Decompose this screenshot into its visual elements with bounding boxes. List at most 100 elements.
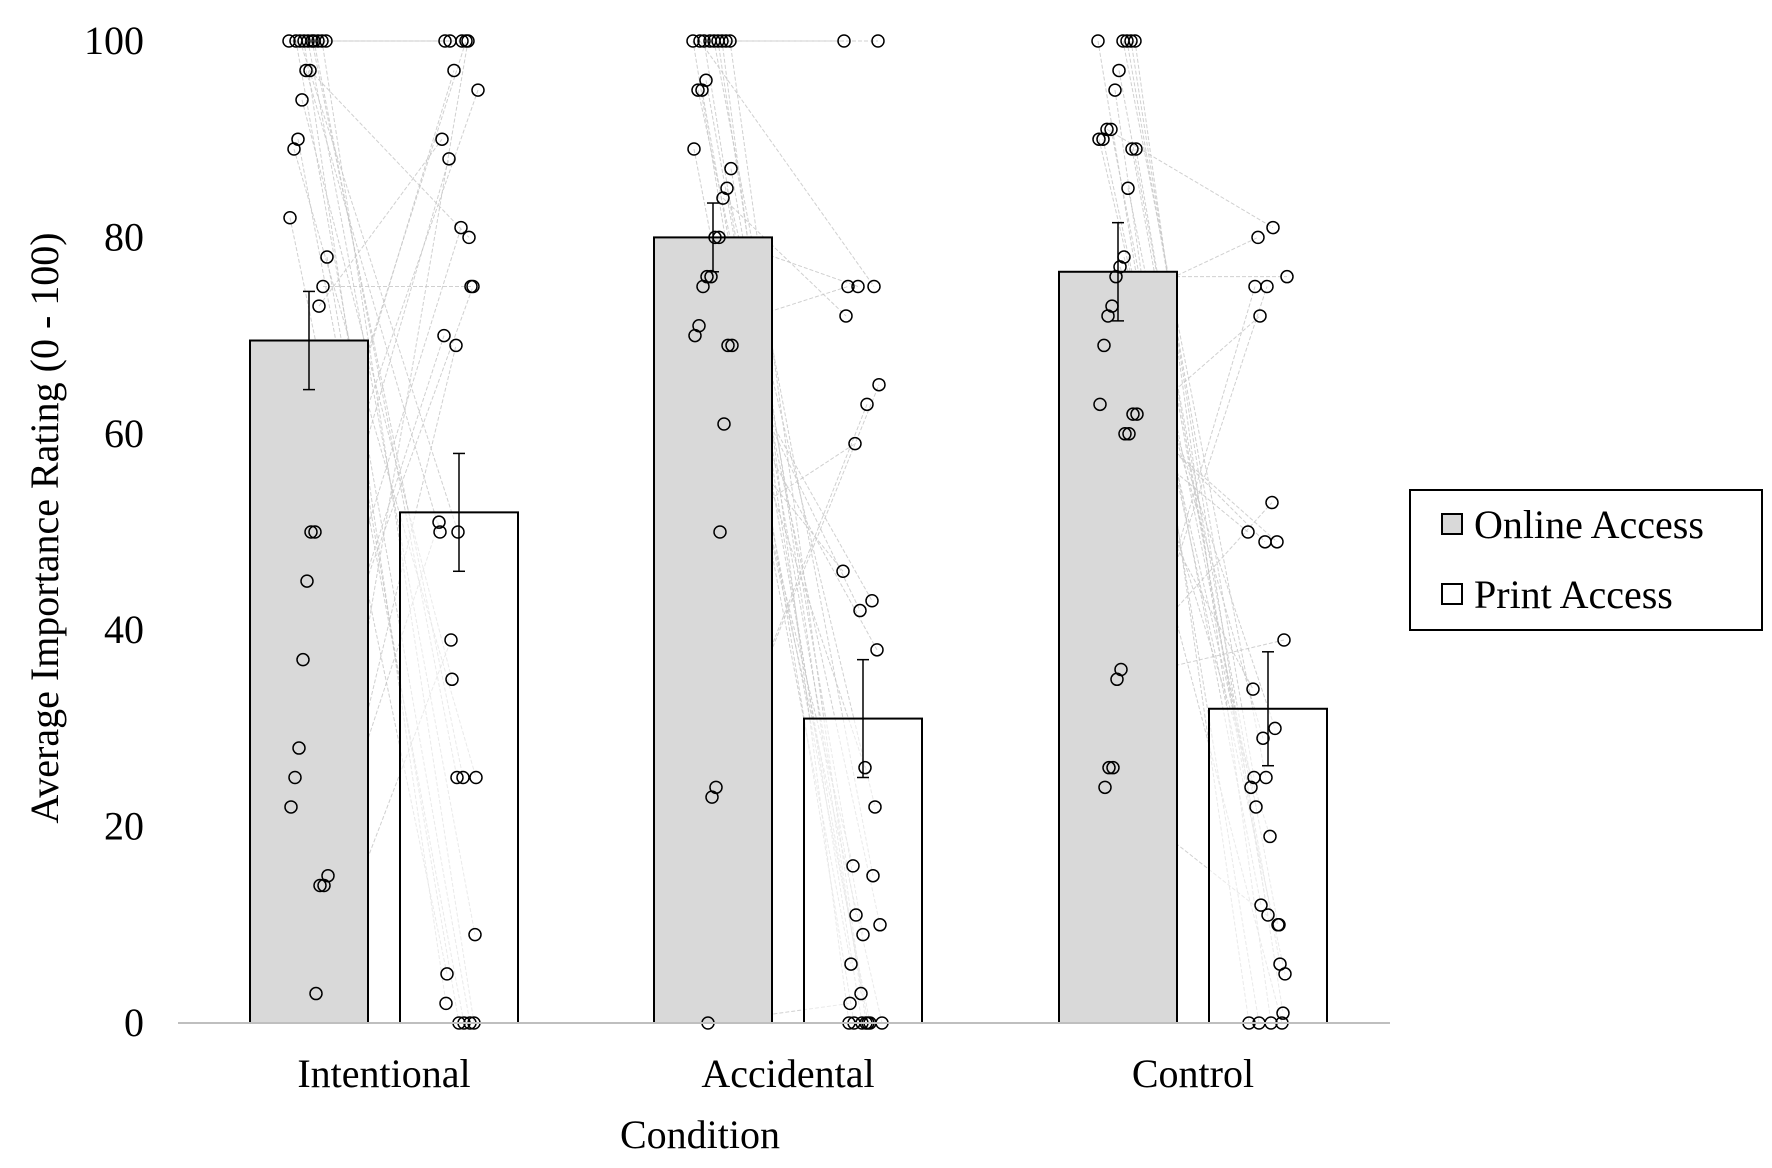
point-print	[866, 868, 880, 883]
point-print	[846, 859, 860, 873]
point-print	[432, 515, 446, 529]
point-print	[848, 436, 862, 451]
point-print	[841, 279, 855, 294]
point-print	[1263, 829, 1277, 844]
point-print	[456, 770, 470, 785]
point-online	[711, 34, 725, 48]
bar-online-intentional	[249, 339, 369, 1024]
point-print	[871, 34, 885, 48]
point-print	[1265, 495, 1279, 510]
point-online	[695, 83, 709, 97]
point-print	[442, 152, 456, 166]
point-online	[1091, 34, 1105, 48]
x-category-label: Control	[1132, 1051, 1254, 1096]
x-category-label: Accidental	[701, 1051, 874, 1096]
point-print	[851, 279, 865, 294]
point-online	[1130, 407, 1144, 421]
pair-line	[705, 80, 857, 916]
point-online	[1121, 181, 1135, 196]
y-tick-label: 60	[104, 411, 144, 456]
point-print	[435, 132, 449, 146]
point-online	[311, 34, 325, 48]
point-online	[292, 741, 306, 755]
point-online	[295, 93, 309, 107]
y-axis-title: Average Importance Rating (0 - 100)	[22, 232, 67, 823]
point-online	[284, 800, 298, 814]
point-online	[1093, 397, 1107, 412]
point-online	[297, 34, 311, 48]
legend-label-print: Print Access	[1474, 572, 1673, 617]
point-print	[1272, 918, 1286, 932]
point-print	[433, 525, 447, 539]
bar-online-control	[1058, 270, 1178, 1024]
point-online	[287, 142, 301, 156]
point-print	[439, 996, 453, 1011]
pair-line	[309, 70, 470, 238]
point-online	[697, 34, 711, 48]
point-print	[873, 918, 887, 932]
point-print	[1280, 269, 1294, 284]
point-print	[449, 338, 463, 353]
point-print	[1246, 682, 1260, 696]
point-print	[468, 927, 482, 942]
legend: Online Access Print Access	[1409, 489, 1763, 631]
point-online	[299, 63, 313, 78]
point-online	[1104, 122, 1118, 137]
point-print	[844, 957, 858, 971]
data-points-layer	[282, 34, 1294, 1030]
point-print	[865, 593, 879, 608]
point-print	[454, 220, 468, 235]
point-print	[856, 927, 870, 942]
point-online	[1120, 34, 1134, 48]
y-tick-label: 0	[124, 1000, 144, 1045]
point-online	[1096, 132, 1110, 146]
point-online	[309, 986, 323, 1001]
point-print	[1260, 279, 1274, 294]
legend-box	[1409, 489, 1763, 631]
point-print	[1249, 800, 1263, 814]
point-online	[1108, 83, 1122, 97]
point-online	[1097, 338, 1111, 353]
point-print	[836, 564, 850, 579]
pair-line	[1116, 639, 1285, 680]
point-print	[849, 908, 863, 922]
point-online	[308, 525, 322, 539]
point-online	[721, 338, 735, 353]
point-print	[445, 672, 459, 687]
pair-line	[1118, 70, 1279, 925]
pair-line	[1123, 256, 1264, 739]
y-tick-label: 100	[84, 18, 144, 63]
point-print	[1253, 309, 1267, 323]
point-online	[696, 279, 710, 294]
pair-line	[299, 40, 459, 533]
pair-line	[722, 197, 847, 317]
point-online	[687, 142, 701, 156]
point-online	[1122, 427, 1136, 441]
point-online	[304, 525, 318, 539]
point-online	[703, 34, 717, 48]
point-online	[712, 230, 726, 245]
legend-swatch-print	[1441, 583, 1463, 605]
point-print	[860, 397, 874, 412]
point-online	[293, 34, 307, 48]
point-online	[1110, 672, 1124, 687]
point-online	[289, 34, 303, 48]
axes-layer: 0 20 40 60 80 100 Intentional Accidental Control	[84, 18, 1390, 1096]
point-online	[313, 878, 327, 893]
point-print	[867, 279, 881, 294]
point-online	[705, 790, 719, 804]
point-print	[437, 328, 451, 343]
bar-print-intentional	[399, 511, 519, 1024]
point-print	[868, 800, 882, 814]
point-online	[300, 574, 314, 588]
x-axis-title: Condition	[620, 1112, 780, 1157]
point-print	[1256, 731, 1270, 745]
point-print	[1254, 898, 1268, 912]
point-online	[1092, 132, 1106, 146]
bar-online-accidental	[653, 236, 773, 1024]
bars-layer	[249, 236, 1328, 1025]
point-online	[1125, 142, 1139, 156]
point-online	[716, 191, 730, 205]
